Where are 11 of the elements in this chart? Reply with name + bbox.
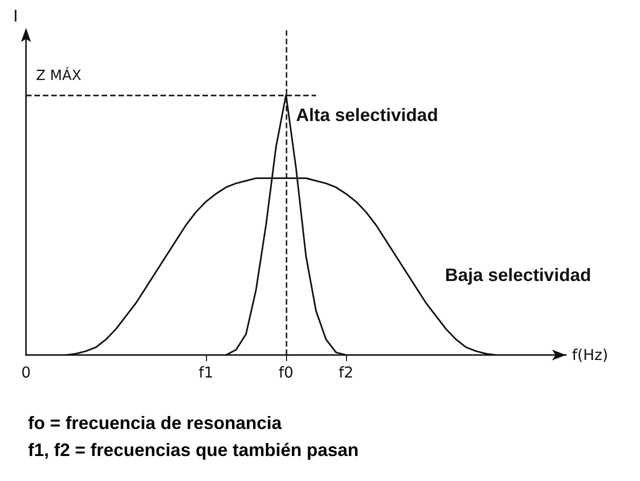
text: f1, f2 = frecuencias que también pasan xyxy=(28,439,359,462)
x-axis-title: f(Hz) xyxy=(572,346,608,364)
y-axis-title: I xyxy=(13,6,18,26)
x-tick-label: f2 xyxy=(338,364,354,382)
series-label: Baja selectividad xyxy=(445,265,592,286)
text: fo = frecuencia de resonancia xyxy=(28,412,283,435)
series-label: Alta selectividad xyxy=(296,105,438,125)
ref-line-label: Z MÁX xyxy=(36,67,82,84)
x-tick-label: f1 xyxy=(198,364,214,382)
x-tick-label: 0 xyxy=(21,364,31,382)
x-tick-label: f0 xyxy=(278,364,294,382)
